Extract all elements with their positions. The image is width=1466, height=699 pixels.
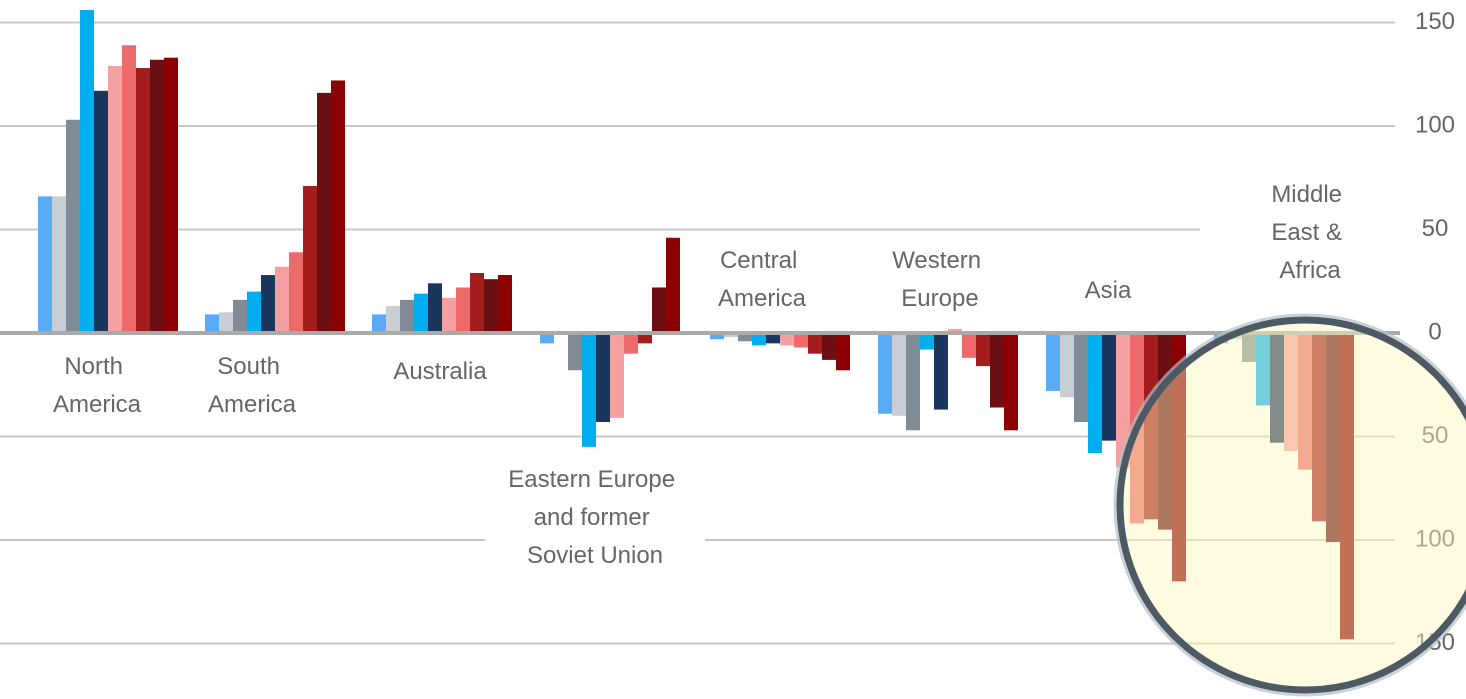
bar bbox=[976, 333, 990, 367]
bar bbox=[1298, 333, 1312, 470]
bar bbox=[372, 314, 386, 333]
y-tick-label: 0 bbox=[1428, 318, 1441, 345]
y-tick-label: 50 bbox=[1422, 422, 1449, 449]
bar bbox=[205, 314, 219, 333]
bar bbox=[66, 119, 80, 333]
bar bbox=[1312, 333, 1326, 522]
bar bbox=[498, 275, 512, 333]
bar bbox=[275, 266, 289, 333]
bar bbox=[38, 196, 52, 333]
bar bbox=[638, 333, 652, 344]
bar bbox=[442, 297, 456, 333]
y-tick-label: 50 bbox=[1422, 215, 1449, 242]
bar bbox=[414, 293, 428, 333]
bar bbox=[738, 333, 752, 342]
bar bbox=[52, 196, 66, 333]
magnifier-rim bbox=[1113, 313, 1466, 697]
bar bbox=[1242, 333, 1256, 362]
bar bbox=[582, 333, 596, 447]
bar bbox=[247, 291, 261, 333]
category-label: Middle East & Africa bbox=[1271, 181, 1348, 284]
bar bbox=[962, 333, 976, 358]
bar bbox=[80, 10, 94, 334]
bar bbox=[470, 272, 484, 333]
bar bbox=[1088, 333, 1102, 454]
bar bbox=[836, 333, 850, 371]
bar bbox=[906, 333, 920, 431]
bar bbox=[892, 333, 906, 416]
bar bbox=[766, 333, 780, 344]
bar bbox=[1172, 333, 1186, 582]
category-label: Asia bbox=[1085, 277, 1132, 304]
bar bbox=[1102, 333, 1116, 441]
bar bbox=[666, 237, 680, 333]
category-label: Central America bbox=[718, 247, 807, 312]
bar bbox=[596, 333, 610, 423]
bar bbox=[1340, 333, 1354, 640]
bar bbox=[1144, 333, 1158, 520]
bar bbox=[1060, 333, 1074, 398]
bar bbox=[150, 59, 164, 333]
bar bbox=[1116, 333, 1130, 468]
bar bbox=[934, 333, 948, 410]
bar bbox=[164, 57, 178, 333]
label-background bbox=[485, 459, 705, 579]
bar bbox=[808, 333, 822, 354]
bar bbox=[94, 90, 108, 333]
category-label: North America bbox=[53, 353, 142, 418]
category-label: South America bbox=[208, 353, 297, 418]
bar bbox=[1004, 333, 1018, 431]
magnifier-glass bbox=[1116, 316, 1466, 694]
bar bbox=[624, 333, 638, 354]
bar bbox=[794, 333, 808, 348]
bar bbox=[990, 333, 1004, 408]
bar bbox=[317, 92, 331, 333]
category-label: Western Europe bbox=[892, 247, 988, 312]
bar bbox=[1256, 333, 1270, 406]
bar bbox=[289, 252, 303, 333]
bar bbox=[710, 333, 724, 340]
bar bbox=[233, 299, 247, 333]
bar bbox=[331, 80, 345, 334]
bar bbox=[136, 68, 150, 333]
bar bbox=[1326, 333, 1340, 543]
bar bbox=[386, 306, 400, 333]
bar bbox=[108, 65, 122, 333]
bar bbox=[1074, 333, 1088, 423]
bar bbox=[780, 333, 794, 346]
bar bbox=[610, 333, 624, 418]
bar bbox=[878, 333, 892, 414]
bar bbox=[219, 312, 233, 333]
bar bbox=[1046, 333, 1060, 391]
bar bbox=[724, 333, 738, 338]
bar bbox=[1270, 333, 1284, 443]
category-label: Eastern Europe and former Soviet Union bbox=[508, 466, 681, 569]
bar bbox=[752, 333, 766, 346]
bar bbox=[920, 333, 934, 350]
y-tick-label: 100 bbox=[1415, 525, 1455, 552]
bar bbox=[652, 287, 666, 333]
bar bbox=[822, 333, 836, 360]
y-tick-label: 100 bbox=[1415, 111, 1455, 138]
bar bbox=[568, 333, 582, 371]
bar bbox=[303, 186, 317, 333]
bar bbox=[456, 287, 470, 333]
y-tick-label: 150 bbox=[1415, 8, 1455, 35]
bar bbox=[1284, 333, 1298, 451]
bar bbox=[428, 283, 442, 333]
bar bbox=[948, 328, 962, 333]
category-label: Australia bbox=[393, 358, 487, 385]
bar bbox=[122, 45, 136, 334]
bar bbox=[400, 299, 414, 333]
bar bbox=[540, 333, 554, 344]
label-background bbox=[1200, 174, 1420, 294]
bar bbox=[261, 275, 275, 333]
bar bbox=[484, 279, 498, 333]
